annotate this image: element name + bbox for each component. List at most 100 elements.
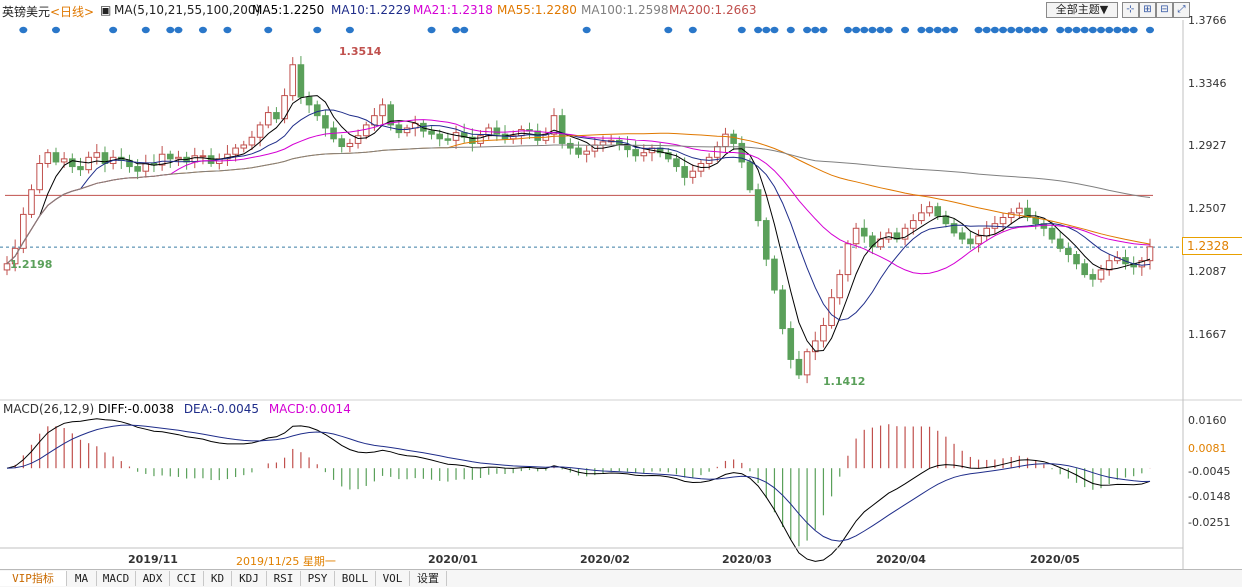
candle-body [803,351,811,376]
macd-header: MACD(26,12,9) DIFF:-0.0038 DEA:-0.0045 M… [3,402,351,416]
candle-body [746,161,754,191]
event-marker [762,26,771,34]
candle-body [779,289,786,330]
zoom-out-icon[interactable]: ⊟ [1156,2,1173,18]
tab-vol[interactable]: VOL [376,571,410,586]
zoom-in-icon[interactable]: ⊞ [1139,2,1156,18]
price-tick: 1.2927 [1188,139,1227,152]
candle-body [1105,260,1113,271]
candle-body [444,138,452,141]
candle-body [852,227,860,245]
price-tick: 1.2507 [1188,202,1227,215]
tab-boll[interactable]: BOLL [335,571,376,586]
event-marker [198,26,207,34]
candle-body [950,223,958,234]
ma21-value: MA21:1.2318 [413,3,493,17]
candle-body [689,170,697,178]
event-marker [770,26,779,34]
event-marker [1007,26,1016,34]
period-label[interactable]: <日线> [50,5,95,19]
candle-body [599,141,607,146]
macd-label: MACD(26,12,9) [3,402,95,416]
candle-body [1073,254,1080,265]
tab-psy[interactable]: PSY [301,571,335,586]
ma55-value: MA55:1.2280 [497,3,577,17]
candle-body [297,64,305,98]
price-tick: 1.3766 [1188,14,1227,27]
x-label-cursor: 2019/11/25 星期一 [236,555,336,568]
event-marker [811,26,820,34]
candle-body [428,130,435,135]
expand-icon[interactable]: ⤢ [1173,2,1190,18]
tab-cci[interactable]: CCI [170,571,204,586]
candle-body [999,216,1007,225]
tab-kdj[interactable]: KDJ [232,571,267,586]
event-marker [1121,26,1130,34]
event-marker [141,26,150,34]
x-label: 2020/02 [580,553,630,566]
tab-settings[interactable]: 设置 [410,571,447,586]
candle-body [207,155,215,164]
tab-vip[interactable]: VIP指标 [0,571,67,586]
candle-body [3,263,11,271]
event-marker [688,26,697,34]
event-marker [1129,26,1138,34]
candle-body [1056,238,1064,249]
candle-body [477,135,484,144]
tab-rsi[interactable]: RSI [267,571,301,586]
ma5-value: MA5:1.2250 [252,3,325,17]
candle-body [795,358,803,376]
candle-body [558,115,566,144]
candle-body [942,215,950,225]
candle-body [567,142,574,149]
event-marker [884,26,893,34]
event-marker [51,26,60,34]
macd-tick: 0.0081 [1188,442,1227,455]
event-marker [852,26,861,34]
theme-button[interactable]: 全部主题▼ [1046,2,1118,18]
tab-ma[interactable]: MA [67,571,97,586]
event-marker [664,26,673,34]
macd-dea-line [6,424,1151,542]
ma200-value: MA200:1.2663 [669,3,757,17]
event-marker [860,26,869,34]
candle-body [60,158,68,163]
event-marker [1056,26,1065,34]
x-label: 2020/05 [1030,553,1080,566]
candle-body [240,144,248,149]
candle-body [926,206,933,214]
candle-body [1138,260,1146,268]
ma-label: MA(5,10,21,55,100,200) [114,3,261,17]
candle-body [632,149,639,157]
candle-body [93,152,101,158]
candle-body [983,227,991,237]
ma-settings-icon[interactable]: ▣ [100,3,112,17]
candles [3,56,1154,384]
tab-macd[interactable]: MACD [97,571,136,586]
event-marker [933,26,942,34]
candle-body [52,152,60,163]
candle-body [1081,263,1088,276]
event-marker [876,26,885,34]
candle-body [436,133,444,140]
candle-body [730,133,737,144]
tab-kd[interactable]: KD [204,571,232,586]
candle-body [885,232,893,240]
candle-body [869,235,876,248]
candle-body [232,147,239,155]
candle-body [1097,269,1105,280]
candle-body [934,206,942,217]
candle-body [20,213,27,249]
event-marker [819,26,828,34]
tab-adx[interactable]: ADX [136,571,170,586]
event-marker [843,26,852,34]
event-marker [1088,26,1097,34]
macd-lines [6,418,1151,562]
candle-body [909,220,917,229]
crosshair-icon[interactable]: ⊹ [1122,2,1139,18]
candle-body [975,235,982,245]
event-marker [950,26,959,34]
event-marker [19,26,28,34]
event-marker [990,26,999,34]
